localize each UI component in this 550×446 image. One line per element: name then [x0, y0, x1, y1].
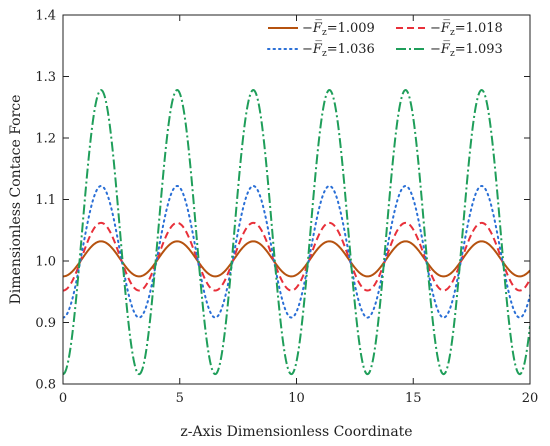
x-tick-label: 10: [288, 391, 305, 406]
y-tick-label: 1.2: [35, 132, 56, 147]
series-line-2: [63, 221, 530, 292]
series-line-1: [63, 240, 530, 278]
legend-label-3: −F̅z=1.036: [302, 41, 375, 59]
y-tick-label: 1.3: [35, 70, 56, 85]
legend-label-4: −F̅z=1.093: [430, 41, 503, 59]
x-tick-label: 5: [176, 391, 184, 406]
y-tick-label: 1.4: [35, 9, 56, 24]
y-tick-label: 1.0: [35, 255, 56, 270]
x-tick-label: 20: [522, 391, 539, 406]
ticks-layer: 0 5 10 15 20 0.8 0.9 1.0 1.1 1.2 1.3 1.4: [35, 9, 538, 407]
legend-label-1: −F̅z=1.009: [302, 20, 375, 38]
x-tick-label: 0: [59, 391, 67, 406]
y-axis-label: Dimensionless Contace Force: [8, 95, 24, 305]
x-axis-label: z-Axis Dimensionless Coordinate: [180, 424, 412, 440]
x-tick-label: 15: [405, 391, 422, 406]
legend: −F̅z=1.009 −F̅z=1.018 −F̅z=1.036 −F̅z=1.093: [267, 20, 503, 59]
y-tick-label: 0.9: [35, 316, 56, 331]
legend-label-2: −F̅z=1.018: [430, 20, 503, 38]
plot-frame: [62, 14, 531, 385]
y-tick-label: 0.8: [35, 378, 56, 393]
y-tick-label: 1.1: [35, 193, 56, 208]
series-layer: [63, 88, 530, 376]
series-line-3: [63, 184, 530, 319]
series-line-4: [63, 88, 530, 376]
